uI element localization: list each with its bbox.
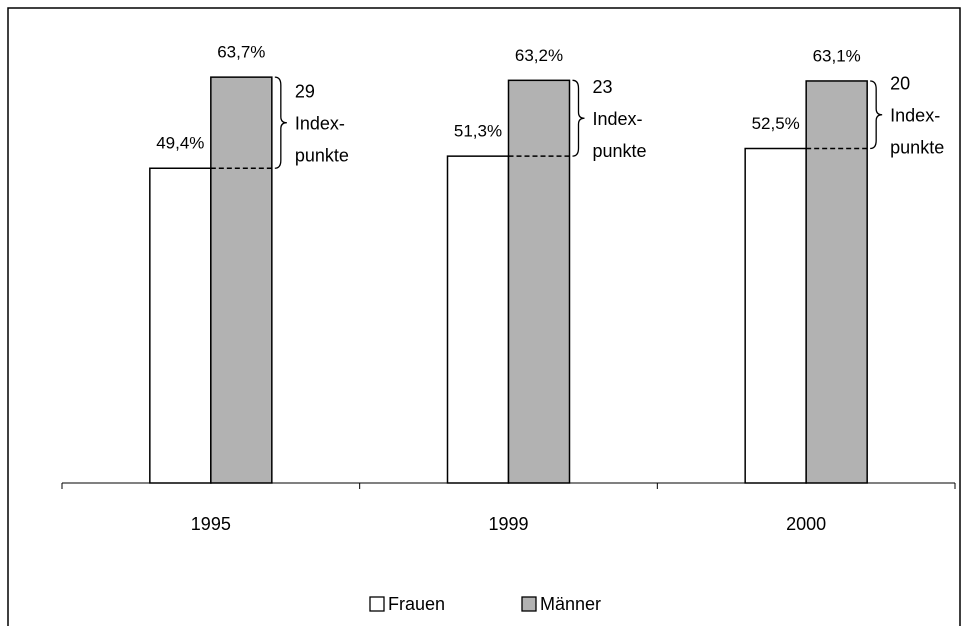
brace	[572, 79, 585, 157]
value-label: 49,4%	[156, 134, 204, 153]
bar	[210, 76, 273, 484]
annotation: Index-	[890, 105, 940, 125]
annotation: punkte	[295, 145, 349, 165]
bar	[805, 80, 868, 484]
annotation: Index-	[593, 109, 643, 129]
brace	[274, 76, 287, 169]
legend-label: Männer	[540, 594, 601, 614]
bar	[446, 155, 510, 484]
value-label: 52,5%	[752, 114, 800, 133]
annotation: 20	[890, 73, 910, 93]
value-label: 63,1%	[813, 46, 861, 65]
bar	[507, 79, 571, 484]
annotation: 23	[593, 77, 613, 97]
bar	[744, 147, 807, 484]
annotation: 29	[295, 81, 315, 101]
x-tick-label: 1995	[191, 514, 231, 534]
annotation: Index-	[295, 113, 345, 133]
annotation: punkte	[890, 137, 944, 157]
x-tick-label: 1999	[488, 514, 528, 534]
legend-swatch	[369, 596, 385, 612]
legend-label: Frauen	[388, 594, 445, 614]
value-label: 51,3%	[454, 122, 502, 141]
x-tick-label: 2000	[786, 514, 826, 534]
annotation: punkte	[593, 141, 647, 161]
value-label: 63,7%	[217, 43, 265, 62]
legend-swatch	[521, 596, 537, 612]
bar	[149, 167, 212, 484]
value-label: 63,2%	[515, 46, 563, 65]
